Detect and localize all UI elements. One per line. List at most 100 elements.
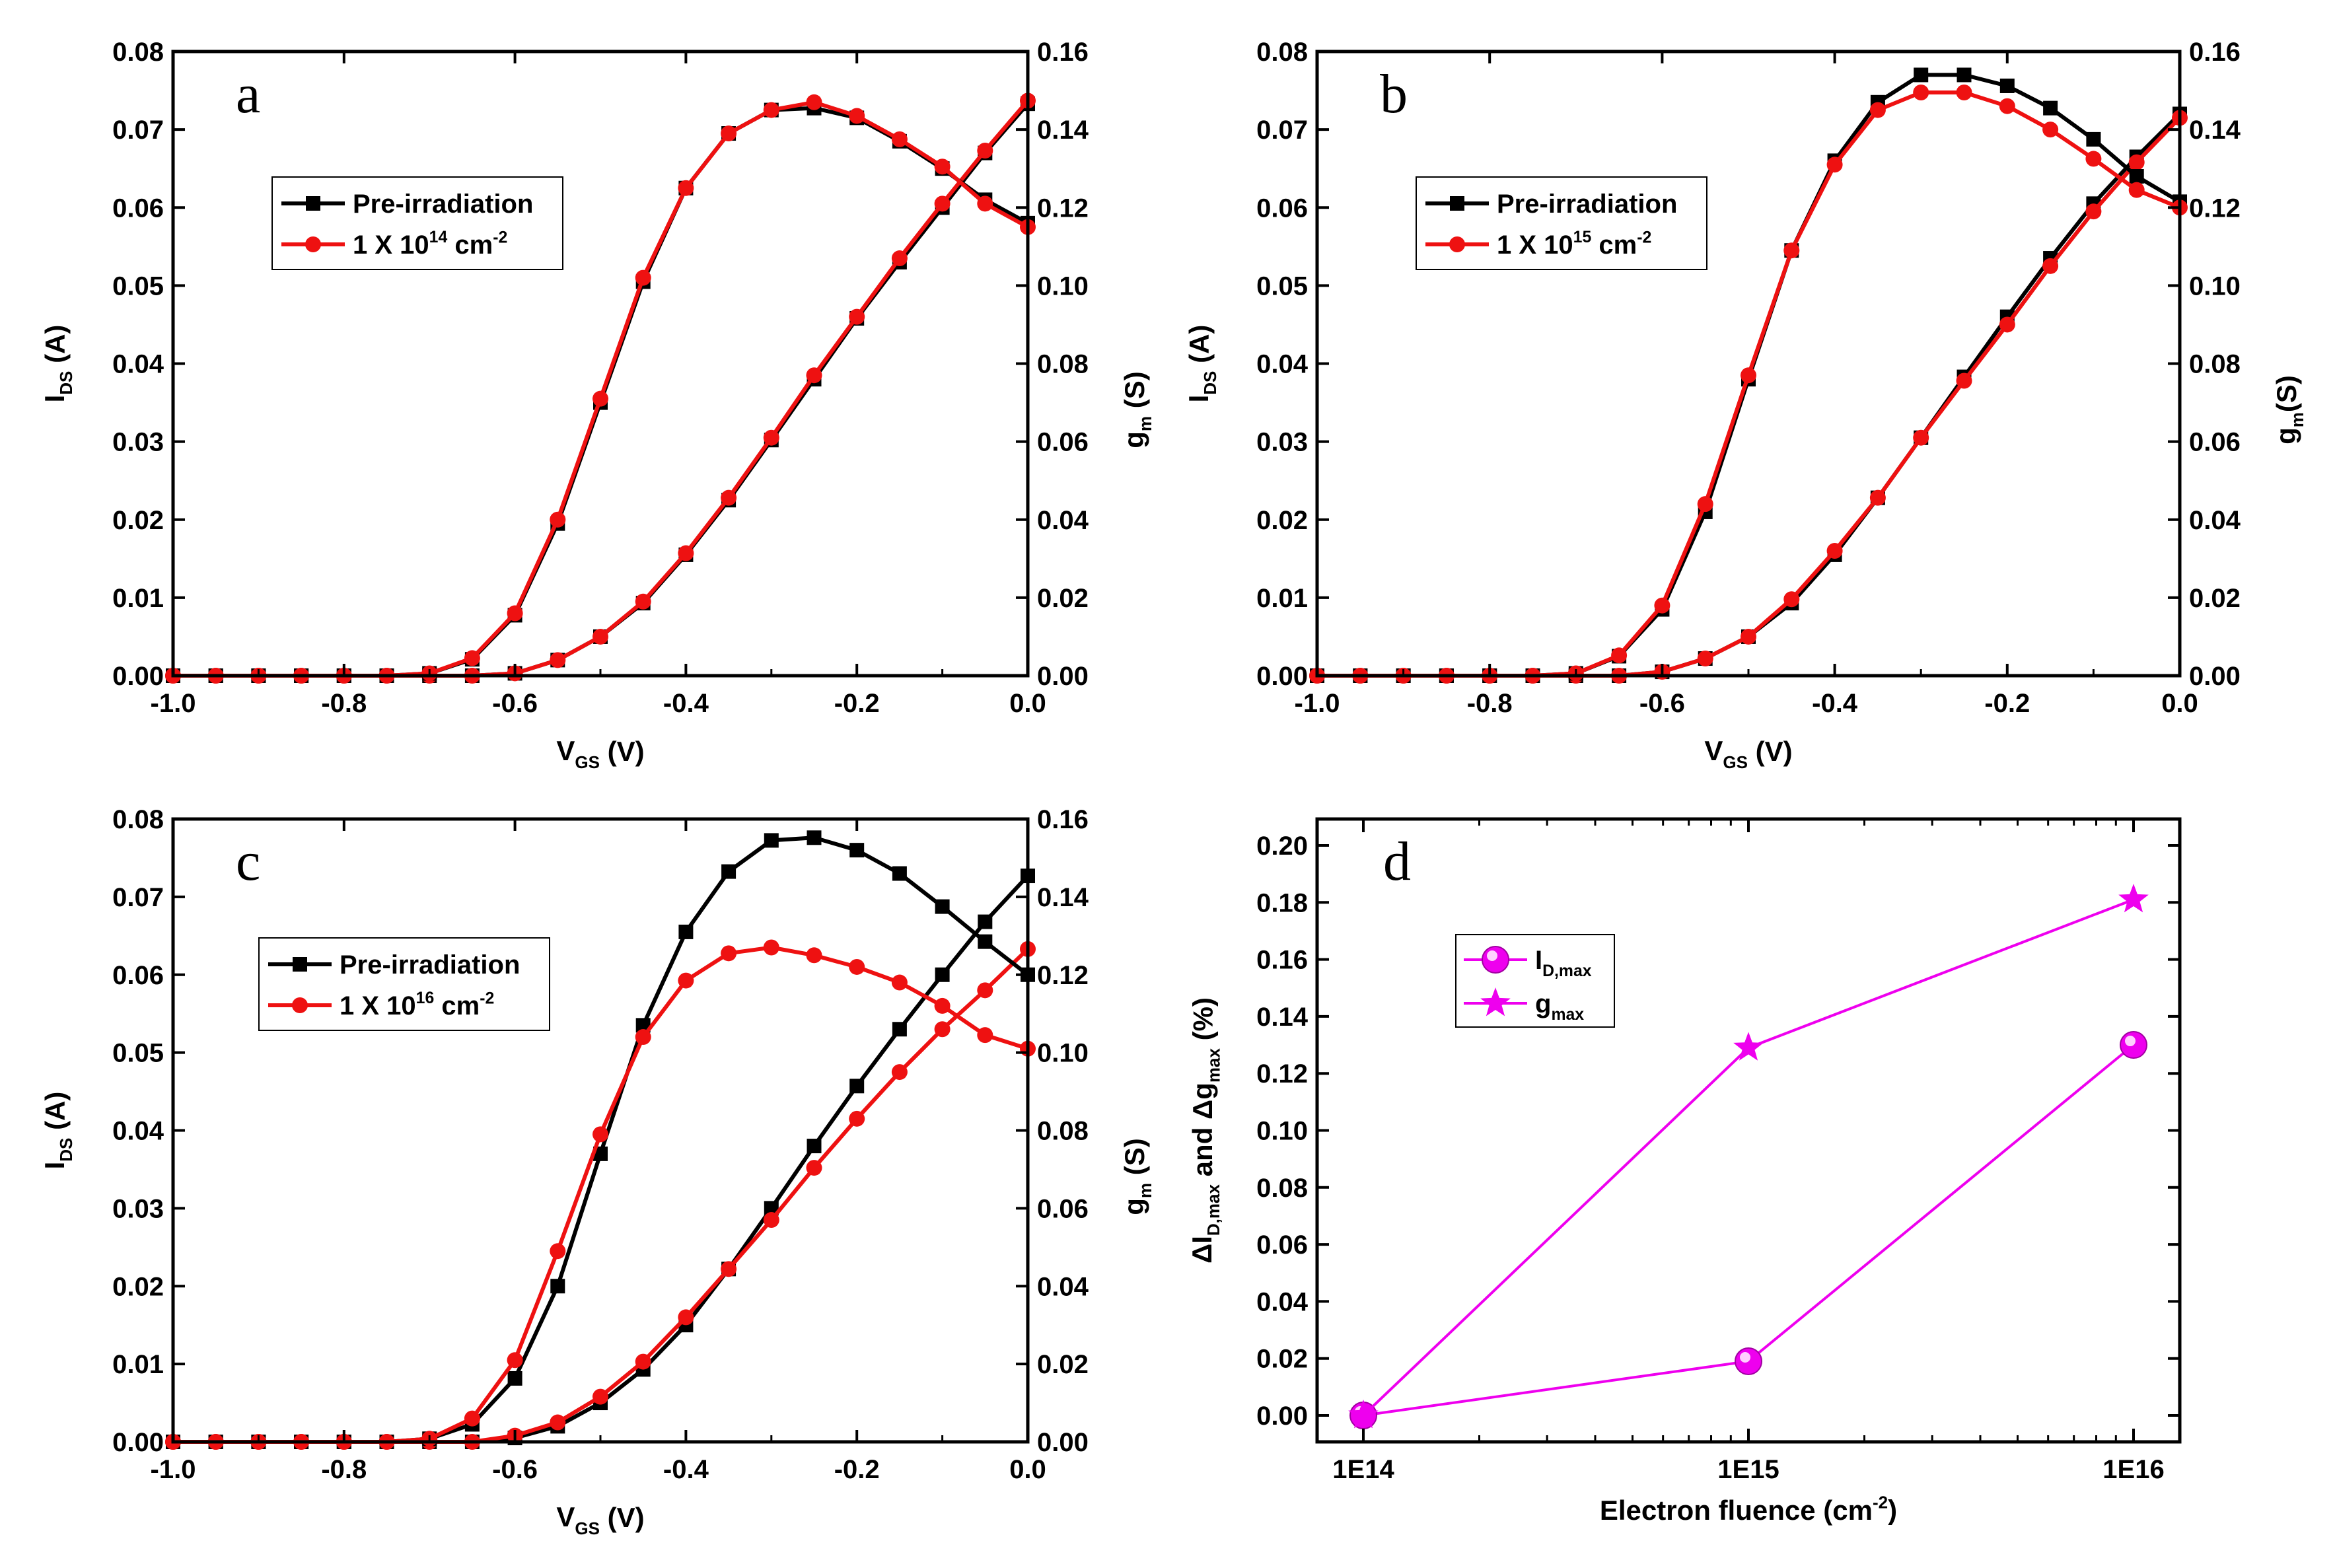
data-point-a-3-17: [891, 131, 908, 147]
y2-tick-label-c-2: 0.04: [1037, 1272, 1089, 1301]
legend-b: Pre-irradiation 1 X 1015 cm-2: [1416, 176, 1707, 270]
y2-axis-label-b: gm(S): [2270, 375, 2307, 445]
x-axis-label-b: VGS (V): [1704, 735, 1792, 772]
x-tick-label-d-2: 1E16: [2102, 1455, 2164, 1484]
chart-panel-b: -1.0 -0.8 -0.6 -0.4 -0.2 0.00.000.010.020.030…: [1183, 38, 2307, 772]
x-tick-label-a-3: -0.4: [663, 689, 709, 718]
data-point-b-3-12: [1826, 157, 1843, 173]
data-point-d-0-2-highlight: [2125, 1036, 2136, 1047]
panel-letter-d: d: [1383, 831, 1411, 892]
data-point-c-3-12: [678, 972, 694, 989]
y-tick-label-a-6: 0.06: [112, 194, 164, 223]
x-tick-label-a-2: -0.6: [492, 689, 538, 718]
y-tick-label-a-5: 0.05: [112, 271, 164, 301]
y2-tick-label-a-0: 0.00: [1037, 662, 1089, 691]
data-point-b-3-10: [1741, 367, 1756, 384]
legend-marker-c-0: [293, 957, 307, 972]
y2-tick-label-a-2: 0.04: [1037, 506, 1089, 535]
x-tick-label-a-0: -1.0: [151, 689, 196, 718]
y2-tick-label-b-0: 0.00: [2189, 662, 2241, 691]
y2-tick-label-b-5: 0.10: [2189, 271, 2241, 301]
data-point-a-3-16: [849, 108, 865, 124]
x-tick-label-a-4: -0.2: [834, 689, 880, 718]
y-tick-label-d-0: 0.00: [1256, 1402, 1308, 1431]
y2-axis-label-c: gm (S): [1118, 1138, 1155, 1215]
y2-tick-label-b-8: 0.16: [2189, 38, 2241, 67]
data-point-c-1-14: [763, 1212, 779, 1229]
data-point-c-0-15: [807, 1139, 822, 1154]
y2-tick-label-c-6: 0.12: [1037, 961, 1089, 990]
y-tick-label-b-8: 0.08: [1256, 38, 1308, 67]
data-point-b-2-14: [1914, 67, 1929, 83]
legend-box-a: [271, 176, 563, 270]
data-point-a-1-18: [934, 196, 951, 212]
data-point-b-1-17: [2042, 258, 2059, 274]
data-point-b-2-17: [2043, 100, 2058, 116]
data-point-b-3-8: [1654, 597, 1670, 614]
y-tick-label-b-2: 0.02: [1256, 506, 1308, 535]
data-point-b-1-15: [1956, 373, 1972, 389]
data-point-c-1-11: [635, 1353, 651, 1370]
x-tick-label-b-5: 0.0: [2161, 689, 2198, 718]
y2-tick-label-a-8: 0.16: [1037, 38, 1089, 67]
y-tick-label-d-9: 0.18: [1256, 888, 1308, 917]
data-point-a-1-16: [849, 308, 865, 325]
y-tick-label-b-3: 0.03: [1256, 428, 1308, 457]
data-point-c-3-15: [806, 947, 822, 964]
y2-tick-label-c-1: 0.02: [1037, 1350, 1089, 1379]
data-point-b-3-9: [1697, 496, 1713, 513]
data-point-b-3-13: [1869, 102, 1886, 118]
data-point-b-1-13: [1869, 489, 1886, 506]
data-point-c-0-19: [978, 914, 993, 929]
y-tick-label-d-8: 0.16: [1256, 946, 1308, 975]
y-tick-label-a-0: 0.00: [112, 662, 164, 691]
data-point-c-2-8: [507, 1371, 522, 1386]
data-point-c-0-16: [849, 1079, 865, 1094]
y-tick-label-d-5: 0.10: [1256, 1117, 1308, 1146]
y-tick-label-c-2: 0.02: [112, 1272, 164, 1301]
x-tick-label-c-2: -0.6: [492, 1455, 538, 1484]
legend-marker-b-1: [1449, 236, 1465, 252]
y-tick-label-c-5: 0.05: [112, 1039, 164, 1068]
y-tick-label-d-6: 0.12: [1256, 1059, 1308, 1088]
data-point-c-2-19: [978, 934, 993, 949]
y2-tick-label-c-3: 0.06: [1037, 1194, 1089, 1223]
legend-label-b-1: 1 X 1015 cm-2: [1497, 229, 1651, 260]
data-point-c-0-18: [935, 967, 950, 982]
y-tick-label-c-8: 0.08: [112, 805, 164, 834]
legend-d: ID,max gmax: [1455, 934, 1615, 1028]
data-point-b-3-16: [1999, 98, 2015, 114]
y-axis-label-b: IDS (A): [1183, 325, 1220, 403]
data-point-b-3-18: [2085, 151, 2102, 167]
data-point-a-3-18: [934, 159, 951, 175]
legend-box-d: [1455, 934, 1615, 1028]
data-point-b-3-14: [1913, 85, 1929, 101]
y2-tick-label-c-0: 0.00: [1037, 1428, 1089, 1457]
y-tick-label-a-7: 0.07: [112, 116, 164, 145]
data-point-a-3-12: [678, 180, 694, 196]
y-tick-label-c-3: 0.03: [112, 1194, 164, 1223]
data-point-b-1-11: [1783, 591, 1800, 608]
y-tick-label-a-8: 0.08: [112, 38, 164, 67]
data-point-b-1-19: [2128, 154, 2145, 170]
y-tick-label-c-7: 0.07: [112, 883, 164, 912]
y-tick-label-b-6: 0.06: [1256, 194, 1308, 223]
data-point-b-1-18: [2085, 203, 2102, 220]
data-point-c-1-10: [593, 1388, 608, 1405]
data-point-b-1-16: [1999, 316, 2015, 333]
y-tick-label-b-4: 0.04: [1256, 350, 1309, 379]
y2-tick-label-c-5: 0.10: [1037, 1039, 1089, 1068]
legend-label-a-1: 1 X 1014 cm-2: [353, 229, 507, 260]
x-axis-label-c: VGS (V): [556, 1501, 644, 1538]
legend-label-d-0: ID,max: [1535, 946, 1592, 980]
y-axis-label-a: IDS (A): [39, 325, 76, 403]
y2-axis-label-a: gm (S): [1118, 371, 1155, 448]
data-point-a-3-10: [593, 390, 608, 407]
data-point-b-1-10: [1741, 628, 1756, 645]
plot-frame-b: [1315, 50, 2182, 678]
x-tick-label-b-1: -0.8: [1467, 689, 1513, 718]
data-point-c-3-13: [721, 945, 737, 962]
data-point-c-2-12: [678, 924, 694, 939]
data-point-a-1-10: [593, 628, 608, 645]
data-point-b-1-14: [1913, 429, 1929, 446]
